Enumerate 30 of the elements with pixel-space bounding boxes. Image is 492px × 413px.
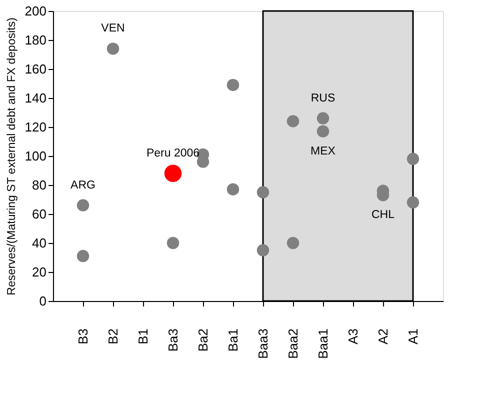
- y-tick-label: 100: [24, 148, 46, 164]
- y-tick-label: 180: [24, 32, 46, 48]
- x-tick-label: A2: [376, 328, 390, 344]
- y-tick-label: 0: [39, 294, 46, 308]
- x-tick-label: Ba1: [226, 328, 240, 352]
- x-tick-label: B3: [76, 328, 90, 344]
- x-tick-label: Baa3: [256, 328, 270, 359]
- x-tick-label: A1: [406, 328, 420, 344]
- y-tick-label: 20: [32, 264, 46, 280]
- y-tick-label: 80: [32, 178, 46, 192]
- x-tick-label: B1: [136, 328, 150, 344]
- annotation: RUS: [310, 92, 336, 104]
- annotation: VEN: [101, 22, 125, 35]
- x-tick-label: B2: [106, 328, 120, 344]
- y-tick-label: 40: [32, 236, 46, 250]
- y-tick-label: 140: [24, 90, 46, 106]
- y-tick-label: 160: [24, 62, 46, 76]
- annotation: MEX: [310, 145, 336, 158]
- annotation: CHL: [371, 209, 396, 222]
- x-tick-label: Baa1: [316, 328, 330, 359]
- annotation: Peru 2006: [146, 147, 200, 160]
- x-tick-label: Ba3: [166, 328, 180, 352]
- y-tick-label: 200: [24, 4, 46, 18]
- y-tick-label: 60: [32, 206, 46, 222]
- x-tick-label: Baa2: [286, 328, 300, 359]
- y-axis-title: Reserves/(Maturing ST external debt and FX deposits): [6, 17, 18, 296]
- y-tick-label: 120: [24, 120, 46, 134]
- x-tick-label: Ba2: [196, 328, 210, 352]
- annotation: ARG: [70, 179, 96, 192]
- x-tick-label: A3: [346, 328, 360, 344]
